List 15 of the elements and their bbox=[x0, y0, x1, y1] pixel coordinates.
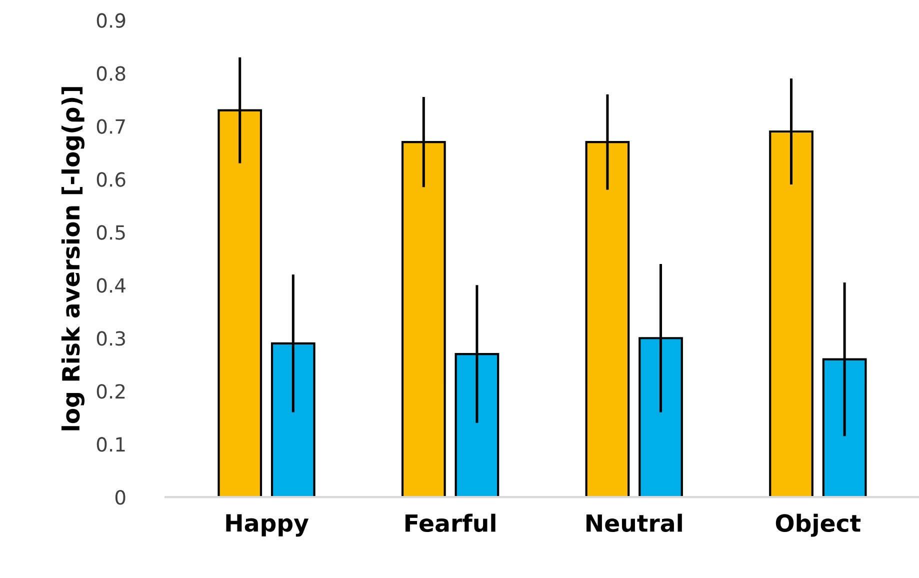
y-tick-label: 0.2 bbox=[96, 384, 125, 399]
y-tick-label: 0.6 bbox=[96, 172, 126, 187]
y-tick-label: 0.3 bbox=[96, 331, 125, 346]
x-tick-label: Object bbox=[776, 514, 861, 537]
y-tick-label: 0.5 bbox=[96, 225, 125, 240]
x-tick-label: Happy bbox=[226, 514, 309, 537]
y-tick-label: 0.9 bbox=[96, 13, 126, 28]
y-tick-label: 0.4 bbox=[96, 278, 126, 293]
x-tick-label: Fearful bbox=[406, 514, 496, 532]
y-tick-label: 0.8 bbox=[96, 66, 126, 81]
y-tick-label: 0.7 bbox=[96, 119, 125, 134]
y-axis-title: log Risk aversion [-log(ρ)] bbox=[61, 87, 84, 430]
y-tick-label: 0.1 bbox=[96, 437, 125, 452]
y-tick-label: 0 bbox=[115, 490, 126, 505]
x-tick-label: Neutral bbox=[586, 514, 682, 532]
